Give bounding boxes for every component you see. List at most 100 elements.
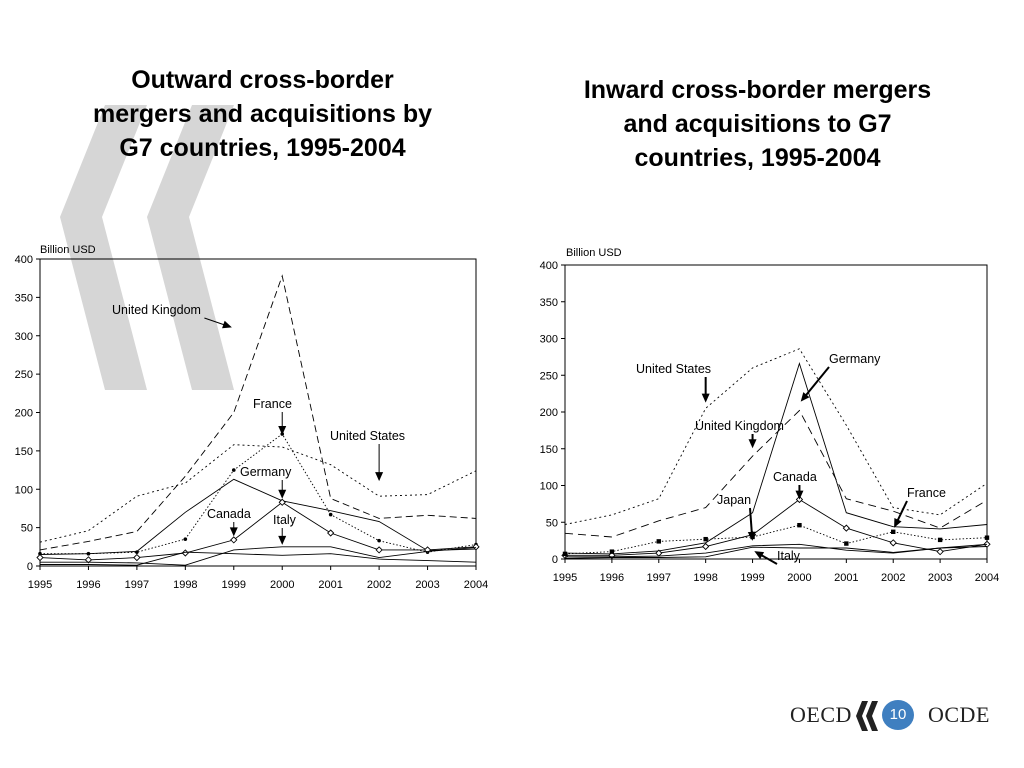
series-series-6 <box>40 551 477 566</box>
x-tick-label: 2002 <box>367 579 391 591</box>
oecd-brand-text: OECD <box>790 702 852 727</box>
series-line <box>564 546 988 559</box>
annotation-label-united-kingdom: United Kingdom <box>695 419 784 433</box>
data-point <box>936 548 944 556</box>
x-tick-label: 2001 <box>318 579 342 591</box>
annotation-arrowhead <box>701 393 710 403</box>
inward-chart-title: Inward cross-border mergers and acquisit… <box>545 73 970 175</box>
data-point <box>797 522 802 528</box>
data-point <box>327 529 335 537</box>
inward-title-line-3: countries, 1995-2004 <box>634 144 881 172</box>
annotation-label-italy: Italy <box>273 513 297 527</box>
annotation-arrow-japan <box>749 507 753 535</box>
series-italy <box>40 546 477 566</box>
ocde-brand-text: OCDE <box>928 702 990 727</box>
x-tick-label: 2004 <box>464 579 488 591</box>
y-axis-label: Billion USD <box>40 244 96 256</box>
series-line <box>40 546 477 566</box>
outward-title-line-1: Outward cross-border <box>131 66 394 94</box>
series-line <box>564 524 988 555</box>
annotation-arrow-united-kingdom <box>204 317 227 326</box>
y-tick-label: 300 <box>15 331 33 343</box>
annotation-arrowhead <box>278 426 287 436</box>
oecd-logo-icon <box>856 701 878 731</box>
data-point <box>842 524 850 532</box>
data-point <box>328 512 333 517</box>
series-canada <box>36 498 480 564</box>
y-tick-label: 100 <box>15 484 33 496</box>
outward-title-line-3: G7 countries, 1995-2004 <box>119 134 406 162</box>
annotation-label-united-states: United States <box>330 429 405 443</box>
x-tick-label: 1998 <box>173 579 197 591</box>
annotation-arrow-france <box>895 500 908 523</box>
data-point <box>702 542 710 551</box>
x-tick-label: 1996 <box>600 572 624 584</box>
annotation-arrowhead <box>222 320 232 329</box>
x-tick-label: 2002 <box>881 572 905 584</box>
quote-chevron-icon <box>60 105 234 390</box>
data-point <box>656 539 661 544</box>
annotation-arrow-germany <box>803 366 830 398</box>
annotation-label-united-kingdom: United Kingdom <box>112 303 201 317</box>
y-tick-label: 250 <box>540 370 558 382</box>
data-point <box>183 537 188 541</box>
annotation-label-italy: Italy <box>777 549 801 563</box>
series-line <box>39 478 477 555</box>
y-tick-label: 350 <box>15 292 33 304</box>
y-tick-label: 0 <box>552 554 558 566</box>
y-tick-label: 150 <box>540 444 558 456</box>
y-tick-label: 150 <box>15 446 33 458</box>
y-tick-label: 50 <box>21 523 33 535</box>
series-germany <box>564 361 988 555</box>
y-tick-label: 400 <box>540 260 558 272</box>
data-point <box>703 536 708 542</box>
y-tick-label: 50 <box>546 517 558 529</box>
annotation-arrowhead <box>800 392 810 402</box>
series-united-states <box>39 444 477 543</box>
series-germany <box>39 478 477 555</box>
series-line <box>565 498 988 556</box>
page-number-badge: 10 <box>882 700 914 730</box>
annotation-label-france: France <box>907 486 946 500</box>
series-line <box>39 444 477 543</box>
data-point <box>36 553 44 562</box>
annotation-arrowhead <box>748 439 757 449</box>
series-line <box>39 501 477 561</box>
data-point <box>844 541 849 546</box>
x-tick-label: 2004 <box>975 572 999 584</box>
annotation-label-germany: Germany <box>240 465 292 479</box>
annotation-arrowhead <box>278 489 287 499</box>
x-tick-label: 1999 <box>222 579 246 591</box>
data-point <box>84 556 93 564</box>
outward-chart-title: Outward cross-border mergers and acquisi… <box>55 63 470 165</box>
x-tick-label: 2003 <box>928 572 952 584</box>
y-tick-label: 400 <box>15 254 33 266</box>
annotation-label-japan: Japan <box>717 493 751 507</box>
y-tick-label: 250 <box>15 369 33 381</box>
x-tick-label: 1999 <box>740 572 764 584</box>
data-point <box>889 539 897 547</box>
series-line <box>564 409 988 538</box>
x-tick-label: 1997 <box>647 572 671 584</box>
annotation-arrowhead <box>375 472 384 482</box>
data-point <box>230 536 238 544</box>
series-united-states <box>564 348 988 525</box>
series-line <box>564 348 988 525</box>
annotation-label-france: France <box>253 397 292 411</box>
plot-area <box>564 264 988 560</box>
y-axis-label: Billion USD <box>566 247 622 259</box>
annotation-label-canada: Canada <box>773 470 817 484</box>
data-point <box>891 529 896 535</box>
annotation-arrowhead <box>747 531 756 541</box>
data-point <box>377 538 381 543</box>
data-point <box>984 535 990 540</box>
annotation-arrowhead <box>894 517 902 528</box>
x-tick-label: 1995 <box>28 579 52 591</box>
y-tick-label: 300 <box>540 334 558 346</box>
inward-title-line-1: Inward cross-border mergers <box>583 76 932 104</box>
annotation-arrowhead <box>278 535 287 545</box>
series-united-kingdom <box>39 274 477 551</box>
y-tick-label: 100 <box>540 481 558 493</box>
